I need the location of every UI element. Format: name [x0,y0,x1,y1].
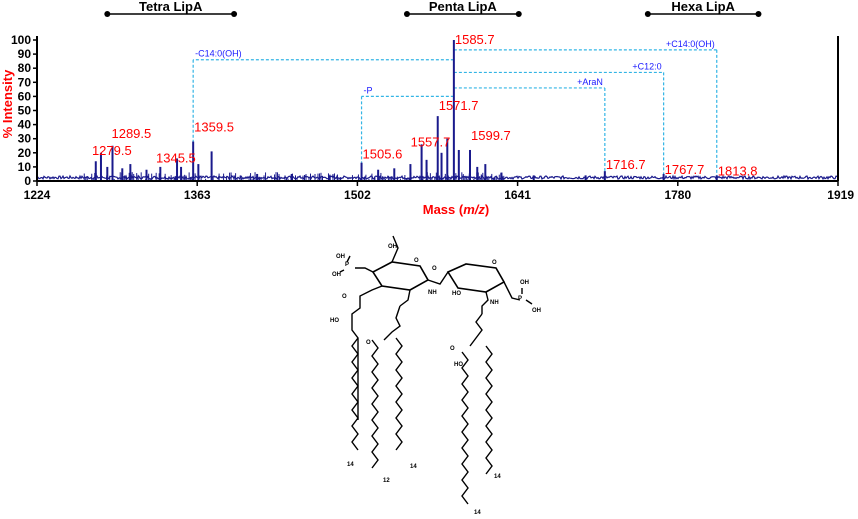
group-dot [515,11,522,17]
chem-ho-right: HO [452,291,461,297]
x-tick-label: 1780 [664,188,691,202]
y-tick-label: 0 [24,174,31,188]
chem-oh-p-left-2: OH [332,272,341,278]
annotation-label: +C12:0 [632,61,661,71]
chem-ho-chain: HO [330,318,339,324]
group-label: Tetra LipA [139,0,203,14]
group-dot [755,11,762,17]
y-tick-label: 10 [18,160,32,174]
peak-label: 1716.7 [606,157,646,172]
group-dot [231,11,238,17]
x-tick-label: 1641 [504,188,531,202]
peak-label: 1505.6 [363,147,403,162]
chem-o-ester-right: O [450,346,455,352]
chem-oh-p-right-2: OH [532,308,541,314]
y-axis-title: % Intensity [0,69,15,138]
lipid-a-structure-diagram [339,235,533,505]
chem-chain-12: 12 [383,478,390,484]
chem-nh-right: NH [490,300,499,306]
chem-oh-top: OH [388,244,397,250]
peak-label: 1767.7 [665,162,705,177]
chem-chain-14-d: 14 [474,510,481,516]
chem-o-bridge: O [432,266,437,272]
x-tick-label: 1502 [344,188,371,202]
chem-phosphorus-right: P [518,296,522,302]
x-tick-label: 1363 [184,188,211,202]
x-tick-label: 1224 [24,188,51,202]
annotation-label: -P [364,85,373,95]
y-tick-label: 30 [18,132,32,146]
annotation-label: +AraN [577,77,603,87]
mass-shift-annotations: -C14:0(OH) -P +C14:0(OH) +C12:0 +AraN [192,39,718,176]
peak-label: 1557.7 [411,134,451,149]
peak-label: 1345.5 [156,150,196,165]
peak-label: 1571.7 [439,98,479,113]
chem-oh-p-right-1: OH [520,280,529,286]
chem-o-ester-left: O [366,340,371,346]
y-tick-label: 90 [18,47,32,61]
lipid-a-group-markers: Tetra LipA Penta LipA Hexa LipA [104,0,762,17]
chem-chain-14-b: 14 [410,464,417,470]
group-dot [104,11,111,17]
peak-label: 1279.5 [92,143,132,158]
group-dot [644,11,651,17]
peak-label: 1813.8 [718,163,758,178]
group-label: Hexa LipA [671,0,735,14]
y-tick-label: 50 [18,104,32,118]
chem-ho-chain-2: HO [454,362,463,368]
y-tick-label: 100 [11,33,31,47]
chem-o-left: O [342,294,347,300]
chem-nh-left: NH [428,290,437,296]
chem-phosphorus-left: P [345,262,349,268]
structure-labels: OH P OH OH O NH HO NH P OH OH HO HO O O … [330,244,541,516]
y-tick-label: 60 [18,89,32,103]
annotation-label: -C14:0(OH) [195,49,242,59]
chem-o-ring-left: O [414,258,419,264]
group-label: Penta LipA [429,0,498,14]
peak-label: 1599.7 [471,128,511,143]
y-tick-label: 20 [18,146,32,160]
y-tick-label: 80 [18,61,32,75]
chem-chain-14-a: 14 [347,462,354,468]
group-dot [403,11,410,17]
chem-chain-14-c: 14 [494,474,501,480]
chem-oh-p-left-1: OH [336,254,345,260]
y-tick-label: 40 [18,118,32,132]
peak-label: 1359.5 [194,120,234,135]
x-axis-title: Mass (m/z) [423,202,489,217]
peak-label: 1289.5 [111,126,151,141]
peak-label: 1585.7 [455,32,495,47]
peak-labels: 1279.5 1289.5 1345.5 1359.5 1505.6 1557.7 1571… [92,32,758,178]
annotation-label: +C14:0(OH) [666,39,715,49]
x-tick-label: 1919 [827,188,854,202]
y-tick-label: 70 [18,75,32,89]
chem-o-ring-right: O [492,260,497,266]
